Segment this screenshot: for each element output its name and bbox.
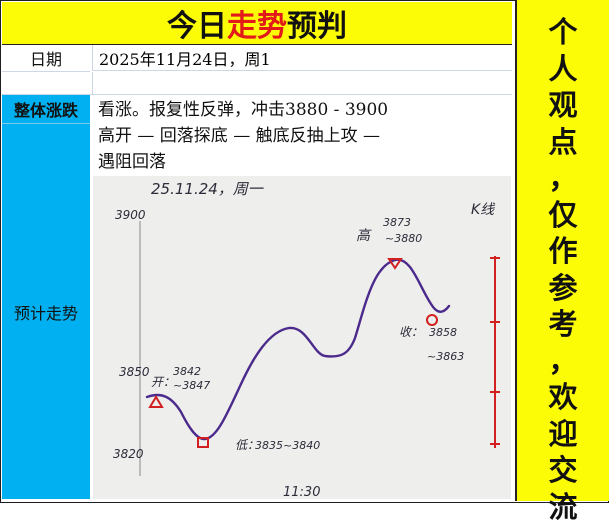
title-prefix: 今日 bbox=[167, 1, 227, 45]
disclaimer-char: 交 bbox=[517, 452, 609, 489]
disclaimer-char: 个 bbox=[517, 14, 609, 51]
high-value-2: ~3880 bbox=[385, 232, 422, 245]
disclaimer-text: 个人观点，仅作参考，欢迎交流 bbox=[517, 14, 609, 525]
high-value-1: 3873 bbox=[383, 216, 411, 229]
overall-label: 整体涨跌 bbox=[2, 95, 90, 124]
blank-row bbox=[2, 72, 512, 95]
close-label: 收： bbox=[399, 325, 423, 339]
low-values: 3835~3840 bbox=[255, 439, 320, 452]
close-marker bbox=[427, 315, 437, 325]
disclaimer-char: 参 bbox=[517, 270, 609, 307]
summary-line-1: 看涨。报复性反弹，冲击3880 - 3900 bbox=[98, 97, 508, 123]
disclaimer-char: 欢 bbox=[517, 379, 609, 416]
close-value-2: ~3863 bbox=[427, 350, 464, 363]
y-label-top: 3900 bbox=[115, 208, 146, 222]
open-value-1: 3842 bbox=[173, 365, 201, 378]
forecast-label: 预计走势 bbox=[2, 298, 90, 326]
label-column bbox=[2, 95, 90, 499]
date-label: 日期 bbox=[2, 45, 90, 72]
x-label-mid: 11:30 bbox=[283, 485, 320, 499]
close-value-1: 3858 bbox=[429, 326, 457, 339]
forecast-sketch-photo: 3900 3850 3820 25.11.24，周一 K线 开： 3842 ~3… bbox=[93, 176, 511, 499]
disclaimer-char: 点 bbox=[517, 124, 609, 161]
sketch-header: 25.11.24，周一 bbox=[151, 180, 265, 198]
open-marker bbox=[150, 397, 162, 407]
overall-summary: 看涨。报复性反弹，冲击3880 - 3900 高开 — 回落探底 — 触底反抽上… bbox=[98, 97, 508, 175]
high-label: 高 bbox=[356, 228, 372, 244]
forecast-sketch: 3900 3850 3820 25.11.24，周一 K线 开： 3842 ~3… bbox=[93, 176, 511, 499]
y-label-bottom: 3820 bbox=[113, 447, 144, 461]
disclaimer-char: 作 bbox=[517, 233, 609, 270]
disclaimer-char: 观 bbox=[517, 87, 609, 124]
disclaimer-char: 人 bbox=[517, 51, 609, 88]
forecast-curve bbox=[147, 260, 449, 439]
disclaimer-char: ， bbox=[517, 160, 609, 197]
disclaimer-char: 迎 bbox=[517, 416, 609, 453]
date-value: 2025年11月24日，周1 bbox=[92, 45, 512, 71]
disclaimer-char: ， bbox=[517, 343, 609, 380]
disclaimer-char: 仅 bbox=[517, 197, 609, 234]
summary-line-2: 高开 — 回落探底 — 触底反抽上攻 — bbox=[98, 123, 508, 149]
title-suffix: 预判 bbox=[287, 1, 347, 45]
title-highlight: 走势 bbox=[227, 1, 287, 45]
sketch-corner-mark: K线 bbox=[471, 202, 496, 218]
summary-line-3: 遇阻回落 bbox=[98, 149, 508, 175]
open-label: 开： bbox=[151, 375, 175, 389]
disclaimer-char: 流 bbox=[517, 489, 609, 525]
y-label-mid: 3850 bbox=[119, 365, 150, 379]
disclaimer-sidebar: 个人观点，仅作参考，欢迎交流 bbox=[515, 0, 609, 501]
disclaimer-char: 考 bbox=[517, 306, 609, 343]
open-value-2: ~3847 bbox=[173, 379, 210, 392]
page-title: 今日走势预判 bbox=[2, 2, 512, 45]
